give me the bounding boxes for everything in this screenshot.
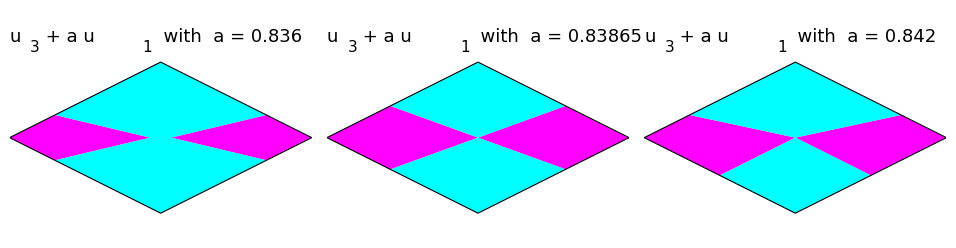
Text: 3: 3 — [30, 40, 40, 55]
Text: + a u: + a u — [674, 28, 729, 46]
Polygon shape — [390, 138, 566, 213]
Text: with  a = 0.842: with a = 0.842 — [786, 28, 937, 46]
Polygon shape — [54, 62, 267, 213]
Polygon shape — [10, 115, 150, 160]
Text: 3: 3 — [347, 40, 358, 55]
Polygon shape — [478, 106, 629, 169]
Text: u: u — [644, 28, 656, 46]
Text: 1: 1 — [142, 40, 152, 55]
Polygon shape — [171, 115, 312, 160]
Polygon shape — [689, 62, 902, 138]
Text: 3: 3 — [664, 40, 675, 55]
Polygon shape — [327, 106, 478, 169]
Polygon shape — [644, 115, 795, 175]
Text: u: u — [327, 28, 338, 46]
Text: 1: 1 — [460, 40, 469, 55]
Text: + a u: + a u — [40, 28, 95, 46]
Polygon shape — [795, 115, 946, 175]
Text: u: u — [10, 28, 21, 46]
Text: + a u: + a u — [358, 28, 412, 46]
Polygon shape — [390, 62, 566, 138]
Text: with  a = 0.836: with a = 0.836 — [152, 28, 302, 46]
Text: with  a = 0.83865: with a = 0.83865 — [469, 28, 641, 46]
Polygon shape — [720, 138, 871, 213]
Text: 1: 1 — [777, 40, 787, 55]
